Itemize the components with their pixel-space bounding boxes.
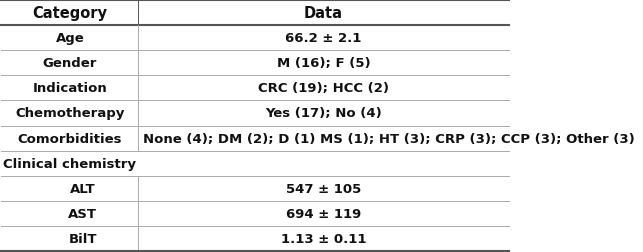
Text: Chemotherapy: Chemotherapy bbox=[15, 107, 125, 120]
Text: Data: Data bbox=[304, 6, 343, 21]
Text: Category: Category bbox=[32, 6, 107, 21]
Text: AST: AST bbox=[68, 207, 97, 220]
Text: CRC (19); HCC (2): CRC (19); HCC (2) bbox=[258, 82, 389, 95]
Text: 547 ± 105: 547 ± 105 bbox=[286, 182, 361, 195]
Text: 694 ± 119: 694 ± 119 bbox=[286, 207, 361, 220]
Text: Age: Age bbox=[55, 32, 84, 45]
Text: None (4); DM (2); D (1) MS (1); HT (3); CRP (3); CCP (3); Other (3): None (4); DM (2); D (1) MS (1); HT (3); … bbox=[143, 132, 635, 145]
Text: Clinical chemistry: Clinical chemistry bbox=[3, 157, 136, 170]
Text: 1.13 ± 0.11: 1.13 ± 0.11 bbox=[281, 232, 367, 245]
Text: Comorbidities: Comorbidities bbox=[17, 132, 122, 145]
Text: M (16); F (5): M (16); F (5) bbox=[276, 57, 370, 70]
Text: ALT: ALT bbox=[69, 182, 95, 195]
Text: Gender: Gender bbox=[42, 57, 97, 70]
Text: 66.2 ± 2.1: 66.2 ± 2.1 bbox=[285, 32, 362, 45]
Text: Yes (17); No (4): Yes (17); No (4) bbox=[265, 107, 382, 120]
Text: Indication: Indication bbox=[33, 82, 107, 95]
Text: BilT: BilT bbox=[68, 232, 97, 245]
